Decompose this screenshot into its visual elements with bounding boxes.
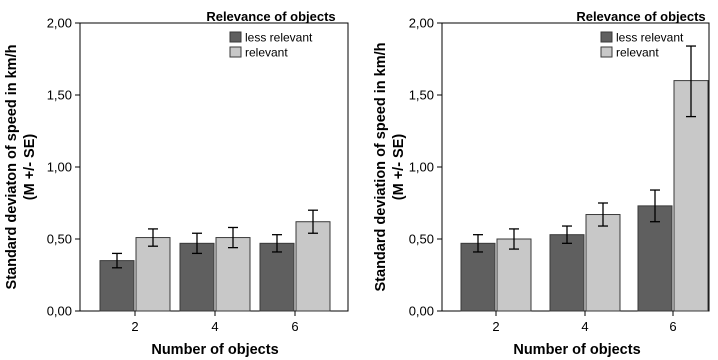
x-tick-label: 4 bbox=[581, 319, 588, 334]
x-tick-label: 2 bbox=[131, 319, 138, 334]
y-tick-label: 0,00 bbox=[409, 304, 434, 319]
bar-relevant-2 bbox=[135, 237, 171, 312]
legend-swatch-relevant bbox=[229, 46, 242, 58]
bar-relevant-4 bbox=[215, 237, 251, 312]
legend-title: Relevance of objects bbox=[206, 9, 335, 24]
bar-relevant-6 bbox=[295, 221, 331, 312]
y-tick-label: 1,50 bbox=[409, 88, 434, 103]
legend-label-relevant: relevant bbox=[616, 46, 659, 60]
y-axis-label: Standard deviation of speed in km/h bbox=[373, 43, 389, 292]
y-axis-label-secondary: (M +/- SE) bbox=[391, 134, 407, 201]
y-axis-label: Standard deviaton of speed in km/h bbox=[4, 45, 20, 290]
y-tick-label: 1,00 bbox=[409, 160, 434, 175]
legend-label-less-relevant: less relevant bbox=[245, 31, 313, 45]
y-tick-label: 2,00 bbox=[47, 16, 72, 31]
bar-relevant-6 bbox=[673, 80, 709, 312]
legend-label-less-relevant: less relevant bbox=[616, 31, 684, 45]
legend: Relevance of objects less relevantrelevan… bbox=[206, 9, 335, 60]
bar-less-relevant-6 bbox=[637, 205, 673, 312]
bar-less-relevant-4 bbox=[549, 234, 585, 312]
y-tick-label: 0,50 bbox=[47, 232, 72, 247]
chart-panel-2: 0,00 0,50 1,00 1,50 2,00 2 4 6 Number of objects… bbox=[373, 9, 710, 358]
x-tick-label: 6 bbox=[669, 319, 676, 334]
y-tick-label: 1,00 bbox=[47, 160, 72, 175]
y-tick-label: 2,00 bbox=[409, 16, 434, 31]
x-tick-label: 4 bbox=[211, 319, 218, 334]
x-axis-label: Number of objects bbox=[513, 342, 640, 358]
legend: Relevance of objects less relevantrelevan… bbox=[576, 9, 705, 60]
bar-less-relevant-6 bbox=[259, 242, 295, 312]
legend-swatch-less-relevant bbox=[600, 31, 613, 43]
x-tick-label: 2 bbox=[492, 319, 499, 334]
legend-swatch-relevant bbox=[600, 46, 613, 58]
y-tick-label: 0,00 bbox=[47, 304, 72, 319]
bar-less-relevant-4 bbox=[179, 242, 215, 312]
x-tick-label: 6 bbox=[291, 319, 298, 334]
x-axis-label: Number of objects bbox=[151, 342, 278, 358]
y-axis-label-secondary: (M +/- SE) bbox=[22, 134, 38, 201]
y-tick-label: 0,50 bbox=[409, 232, 434, 247]
legend-swatch-less-relevant bbox=[229, 31, 242, 43]
legend-label-relevant: relevant bbox=[245, 46, 288, 60]
bar-relevant-2 bbox=[496, 238, 532, 312]
bar-relevant-4 bbox=[585, 214, 621, 312]
y-tick-label: 1,50 bbox=[47, 88, 72, 103]
legend-title: Relevance of objects bbox=[576, 9, 705, 24]
bar-less-relevant-2 bbox=[460, 242, 496, 312]
chart-panel-1: 0,00 0,50 1,00 1,50 2,00 2 4 6 Number of objects… bbox=[4, 9, 349, 358]
